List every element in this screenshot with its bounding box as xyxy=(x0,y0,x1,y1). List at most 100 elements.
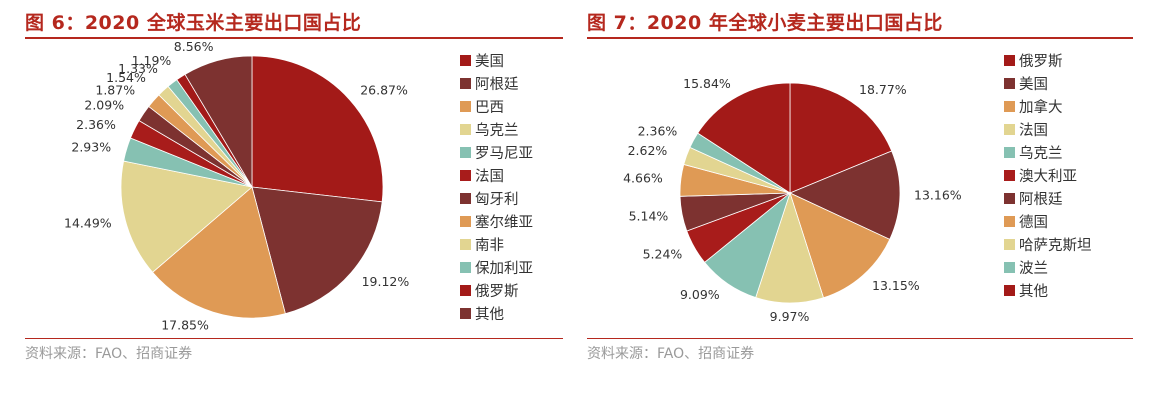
legend-label: 匈牙利 xyxy=(475,192,519,208)
pie-slice xyxy=(789,82,893,194)
legend-swatch xyxy=(1004,193,1015,204)
legend-swatch xyxy=(1004,124,1015,135)
legend-item: 乌克兰 xyxy=(460,118,533,141)
source-rule xyxy=(25,338,563,339)
data-label: 13.15% xyxy=(872,278,920,293)
legend-swatch xyxy=(460,147,471,158)
legend-item: 其他 xyxy=(1004,279,1092,302)
pie-slice xyxy=(697,82,791,194)
source-note: 资料来源：FAO、招商证券 xyxy=(25,346,193,362)
legend-label: 法国 xyxy=(1019,123,1048,139)
legend-label: 巴西 xyxy=(475,100,504,116)
legend-swatch xyxy=(460,78,471,89)
legend-item: 保加利亚 xyxy=(460,256,533,279)
legend-swatch xyxy=(460,193,471,204)
data-label: 14.49% xyxy=(64,216,112,231)
legend-item: 德国 xyxy=(1004,210,1092,233)
wheat-legend: 俄罗斯美国加拿大法国乌克兰澳大利亚阿根廷德国哈萨克斯坦波兰其他 xyxy=(1004,49,1092,302)
chart-title: 图 7：2020 年全球小麦主要出口国占比 xyxy=(587,12,943,34)
legend-swatch xyxy=(460,55,471,66)
legend-item: 波兰 xyxy=(1004,256,1092,279)
data-label: 19.12% xyxy=(362,274,410,289)
pie-slice xyxy=(789,192,891,299)
data-label: 2.36% xyxy=(76,117,116,132)
legend-item: 匈牙利 xyxy=(460,187,533,210)
legend-label: 俄罗斯 xyxy=(1019,54,1063,70)
legend-item: 法国 xyxy=(460,164,533,187)
legend-item: 加拿大 xyxy=(1004,95,1092,118)
legend-swatch xyxy=(1004,147,1015,158)
data-label: 5.14% xyxy=(629,209,669,224)
corn-export-panel: 图 6：2020 全球玉米主要出口国占比 26.87% 19.12% 17.85% 1… xyxy=(25,0,563,370)
legend-label: 哈萨克斯坦 xyxy=(1019,238,1092,254)
legend-item: 美国 xyxy=(1004,72,1092,95)
data-label: 18.77% xyxy=(859,82,907,97)
legend-swatch xyxy=(460,239,471,250)
legend-item: 罗马尼亚 xyxy=(460,141,533,164)
legend-item: 哈萨克斯坦 xyxy=(1004,233,1092,256)
pie-slice xyxy=(120,160,253,273)
legend-label: 德国 xyxy=(1019,215,1048,231)
legend-label: 澳大利亚 xyxy=(1019,169,1077,185)
legend-swatch xyxy=(1004,239,1015,250)
legend-label: 塞尔维亚 xyxy=(475,215,533,231)
corn-legend: 美国 阿根廷巴西乌克兰罗马尼亚法国匈牙利塞尔维亚南非 保加利亚 俄罗斯其他 xyxy=(460,49,533,325)
legend-item: 巴西 xyxy=(460,95,533,118)
legend-swatch xyxy=(1004,262,1015,273)
source-rule xyxy=(587,338,1133,339)
data-label: 2.09% xyxy=(84,98,124,113)
data-label: 9.09% xyxy=(680,287,720,302)
data-label: 2.36% xyxy=(638,123,678,138)
legend-item: 乌克兰 xyxy=(1004,141,1092,164)
legend-item: 塞尔维亚 xyxy=(460,210,533,233)
data-label: 26.87% xyxy=(360,83,408,98)
legend-swatch xyxy=(1004,170,1015,181)
legend-swatch xyxy=(460,216,471,227)
data-label: 17.85% xyxy=(161,317,209,332)
legend-label: 阿根廷 xyxy=(1019,192,1063,208)
pie-slice xyxy=(152,186,286,319)
legend-swatch xyxy=(1004,55,1015,66)
legend-swatch xyxy=(1004,285,1015,296)
data-label: 13.16% xyxy=(914,188,962,203)
legend-swatch xyxy=(460,262,471,273)
data-label: 5.24% xyxy=(643,246,683,261)
legend-swatch xyxy=(460,285,471,296)
legend-label: 其他 xyxy=(475,307,504,323)
pie-slice xyxy=(251,186,383,315)
legend-item: 法国 xyxy=(1004,118,1092,141)
data-label: 1.33% xyxy=(118,61,158,76)
legend-label: 法国 xyxy=(475,169,504,185)
legend-item: 俄罗斯 xyxy=(1004,49,1092,72)
legend-label: 乌克兰 xyxy=(1019,146,1063,162)
legend-swatch xyxy=(460,124,471,135)
data-label: 4.66% xyxy=(623,171,663,186)
wheat-export-panel: 图 7：2020 年全球小麦主要出口国占比 18.77% 13.16% 13.15%… xyxy=(587,0,1133,370)
chart-title: 图 6：2020 全球玉米主要出口国占比 xyxy=(25,12,362,34)
data-label: 9.97% xyxy=(770,309,810,324)
legend-item: 阿根廷 xyxy=(460,72,533,95)
source-note: 资料来源：FAO、招商证券 xyxy=(587,346,755,362)
data-label: 1.19% xyxy=(132,53,172,68)
legend-label: 乌克兰 xyxy=(475,123,519,139)
legend-swatch xyxy=(1004,78,1015,89)
pie-slice xyxy=(789,150,901,240)
legend-label: 美国 xyxy=(1019,77,1048,93)
legend-label: 其他 xyxy=(1019,284,1048,300)
data-label: 1.87% xyxy=(95,82,135,97)
legend-item: 俄罗斯 xyxy=(460,279,533,302)
legend-swatch xyxy=(460,308,471,319)
legend-item: 澳大利亚 xyxy=(1004,164,1092,187)
corn-pie-chart: 26.87%19.12%17.85%14.49%2.93%2.36%2.09%1… xyxy=(64,39,410,332)
data-label: 8.56% xyxy=(174,39,214,54)
title-rule xyxy=(587,37,1133,39)
legend-item: 南非 xyxy=(460,233,533,256)
data-label: 1.54% xyxy=(106,70,146,85)
pie-slice xyxy=(251,55,384,203)
legend-label: 加拿大 xyxy=(1019,100,1063,116)
legend-item: 阿根廷 xyxy=(1004,187,1092,210)
legend-swatch xyxy=(460,101,471,112)
wheat-pie-chart: 18.77% 13.16% 13.15% 9.97% 9.09% 5.24% 5.14% 4.… xyxy=(623,76,962,324)
data-label: 15.84% xyxy=(683,76,731,91)
legend-item: 美国 xyxy=(460,49,533,72)
